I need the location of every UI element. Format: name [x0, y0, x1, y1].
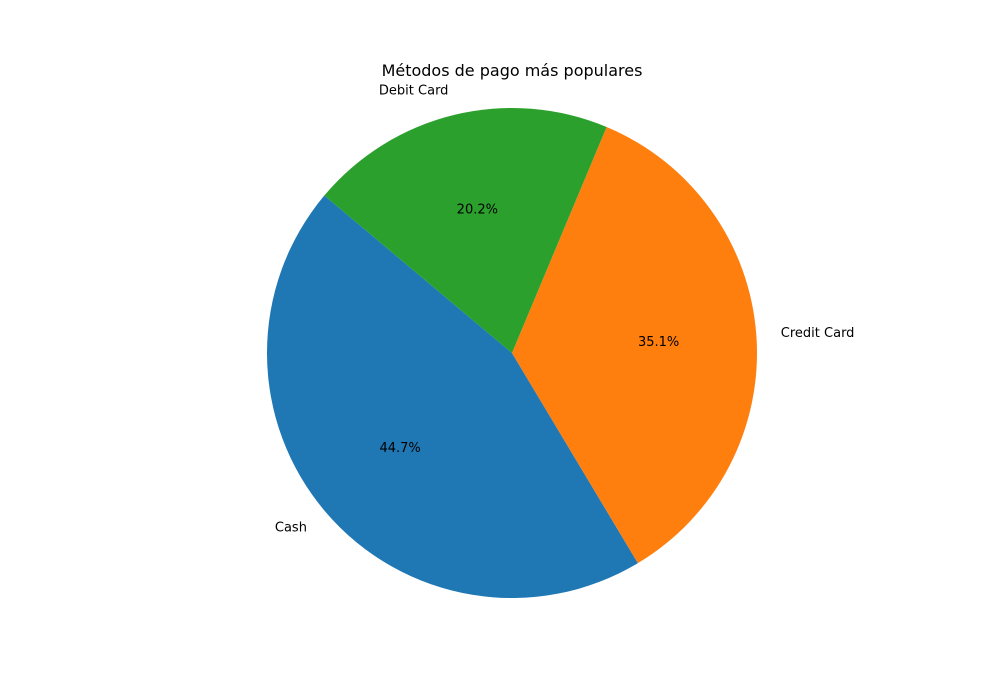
pie-slice-credit-card: [512, 127, 757, 564]
slice-label-debit-card: Debit Card: [379, 84, 449, 99]
pie-slice-cash: [267, 195, 638, 598]
percent-label-cash: 44.7%: [379, 441, 420, 456]
pie-slices: [267, 108, 757, 598]
pie-labels: Cash 44.7% Credit Card 35.1% Debit Card 20.2%: [275, 84, 855, 536]
chart-title: Métodos de pago más populares: [382, 61, 643, 80]
percent-label-credit-card: 35.1%: [638, 335, 679, 350]
pie-slice-debit-card: [324, 108, 607, 354]
slice-label-credit-card: Credit Card: [781, 326, 855, 341]
percent-label-debit-card: 20.2%: [457, 203, 498, 218]
slice-label-cash: Cash: [275, 520, 307, 535]
